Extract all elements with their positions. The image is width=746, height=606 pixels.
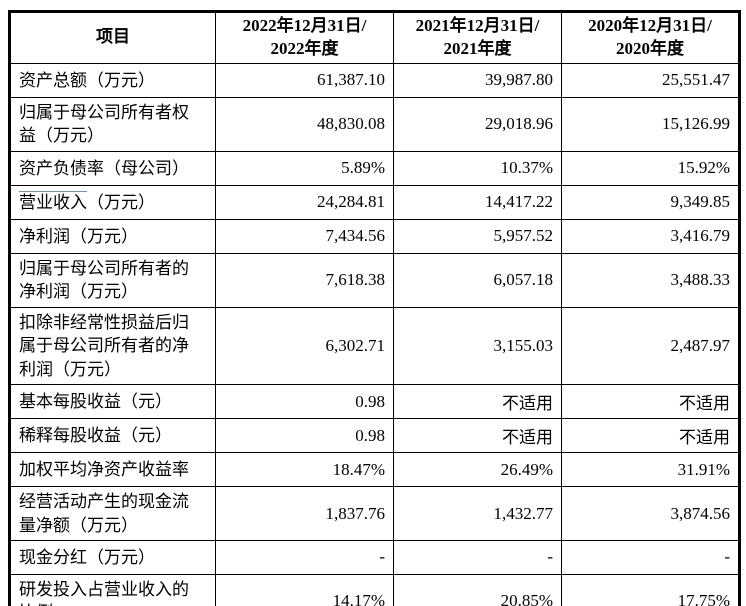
- cell-value: 5.89%: [215, 150, 394, 186]
- cell-value: 31.91%: [561, 452, 740, 488]
- cell-value: 10.37%: [393, 150, 562, 186]
- cell-value: 1,837.76: [215, 486, 394, 541]
- row-label: 归属于母公司所有者的 净利润（万元）: [9, 252, 216, 308]
- cell-value: 7,434.56: [215, 218, 394, 254]
- table-row-net-profit: 净利润（万元） 7,434.56 5,957.52 3,416.79: [9, 218, 740, 254]
- header-period-2020-line2: 2020年度: [616, 38, 684, 58]
- cell-value: 20.85%: [393, 573, 562, 606]
- cell-value: 24,284.81: [215, 184, 394, 220]
- table-row-parent-equity: 归属于母公司所有者权 益（万元） 48,830.08 29,018.96 15,…: [9, 96, 740, 152]
- cell-value: -: [561, 539, 740, 575]
- row-label: 资产总额（万元）: [9, 62, 216, 98]
- header-period-2020-line1: 2020年12月31日/: [588, 16, 712, 35]
- cell-value: 25,551.47: [561, 62, 740, 98]
- cell-value: 不适用: [561, 384, 740, 420]
- cell-value: 14,417.22: [393, 184, 562, 220]
- row-label: 净利润（万元）: [9, 218, 216, 254]
- cell-value: 17.75%: [561, 573, 740, 606]
- row-label: 研发投入占营业收入的 比例: [9, 573, 216, 606]
- header-period-2021: 2021年12月31日/ 2021年度: [393, 11, 562, 64]
- cell-value: 48,830.08: [215, 96, 394, 152]
- cell-value: 不适用: [393, 384, 562, 420]
- cell-value: 3,874.56: [561, 486, 740, 541]
- header-item-label: 项目: [96, 27, 130, 47]
- cell-value: 0.98: [215, 384, 394, 420]
- cell-value: 不适用: [561, 418, 740, 454]
- cell-value: 3,488.33: [561, 252, 740, 308]
- cell-value: 26.49%: [393, 452, 562, 488]
- header-item-column: 项目: [9, 11, 216, 64]
- cell-value: 15,126.99: [561, 96, 740, 152]
- table-row-deducted-net-profit: 扣除非经常性损益后归 属于母公司所有者的净 利润（万元） 6,302.71 3,…: [9, 306, 740, 386]
- header-period-2022-line2: 2022年度: [270, 38, 339, 58]
- table-row-operating-cash-flow: 经营活动产生的现金流 量净额（万元） 1,837.76 1,432.77 3,8…: [9, 486, 740, 541]
- row-label: 经营活动产生的现金流 量净额（万元）: [9, 486, 216, 541]
- table-row-basic-eps: 基本每股收益（元） 0.98 不适用 不适用: [9, 384, 740, 420]
- cell-value: 5,957.52: [393, 218, 562, 254]
- table-row-operating-revenue: 营业收入（万元） 24,284.81 14,417.22 9,349.85: [9, 184, 740, 220]
- table-row-rd-revenue-ratio: 研发投入占营业收入的 比例 14.17% 20.85% 17.75%: [9, 573, 740, 606]
- row-label: 加权平均净资产收益率: [9, 452, 216, 488]
- table-row-parent-net-profit: 归属于母公司所有者的 净利润（万元） 7,618.38 6,057.18 3,4…: [9, 252, 740, 308]
- cell-value: 9,349.85: [561, 184, 740, 220]
- cell-value: 2,487.97: [561, 306, 740, 386]
- annotation-overline: 营业收入: [19, 190, 87, 212]
- row-label: 归属于母公司所有者权 益（万元）: [9, 96, 216, 152]
- header-period-2021-line1: 2021年12月31日/: [415, 16, 540, 35]
- cell-value: -: [393, 539, 562, 575]
- cell-value: 6,302.71: [215, 306, 394, 386]
- row-label: 资产负债率（母公司）: [9, 150, 216, 186]
- header-period-2022-line1: 2022年12月31日/: [242, 16, 367, 35]
- table-row-cash-dividend: 现金分红（万元） - - -: [9, 539, 740, 575]
- cell-value: 0.98: [215, 418, 394, 454]
- table-row-total-assets: 资产总额（万元） 61,387.10 39,987.80 25,551.47: [9, 62, 740, 98]
- cell-value: 3,416.79: [561, 218, 740, 254]
- cell-value: 29,018.96: [393, 96, 562, 152]
- row-label: 营业收入（万元）: [9, 184, 216, 220]
- cell-value: 14.17%: [215, 573, 394, 606]
- table-row-debt-ratio: 资产负债率（母公司） 5.89% 10.37% 15.92%: [9, 150, 740, 186]
- cell-value: 18.47%: [215, 452, 394, 488]
- financial-summary-table: 项目 2022年12月31日/ 2022年度 2021年12月31日/ 2021…: [8, 10, 741, 606]
- header-period-2020: 2020年12月31日/ 2020年度: [561, 11, 740, 64]
- table-row-weighted-roe: 加权平均净资产收益率 18.47% 26.49% 31.91%: [9, 452, 740, 488]
- cell-value: 15.92%: [561, 150, 740, 186]
- cell-value: 3,155.03: [393, 306, 562, 386]
- table-row-diluted-eps: 稀释每股收益（元） 0.98 不适用 不适用: [9, 418, 740, 454]
- row-label: 现金分红（万元）: [9, 539, 216, 575]
- cell-value: 39,987.80: [393, 62, 562, 98]
- cell-value: -: [215, 539, 394, 575]
- cell-value: 1,432.77: [393, 486, 562, 541]
- cell-value: 61,387.10: [215, 62, 394, 98]
- row-label: 扣除非经常性损益后归 属于母公司所有者的净 利润（万元）: [9, 306, 216, 386]
- row-label-rest: （万元）: [87, 192, 155, 212]
- header-period-2021-line2: 2021年度: [443, 38, 512, 58]
- cell-value: 7,618.38: [215, 252, 394, 308]
- row-label: 稀释每股收益（元）: [9, 418, 216, 454]
- cell-value: 不适用: [393, 418, 562, 454]
- cell-value: 6,057.18: [393, 252, 562, 308]
- row-label: 基本每股收益（元）: [9, 384, 216, 420]
- table-header-row: 项目 2022年12月31日/ 2022年度 2021年12月31日/ 2021…: [9, 11, 740, 64]
- header-period-2022: 2022年12月31日/ 2022年度: [215, 11, 394, 64]
